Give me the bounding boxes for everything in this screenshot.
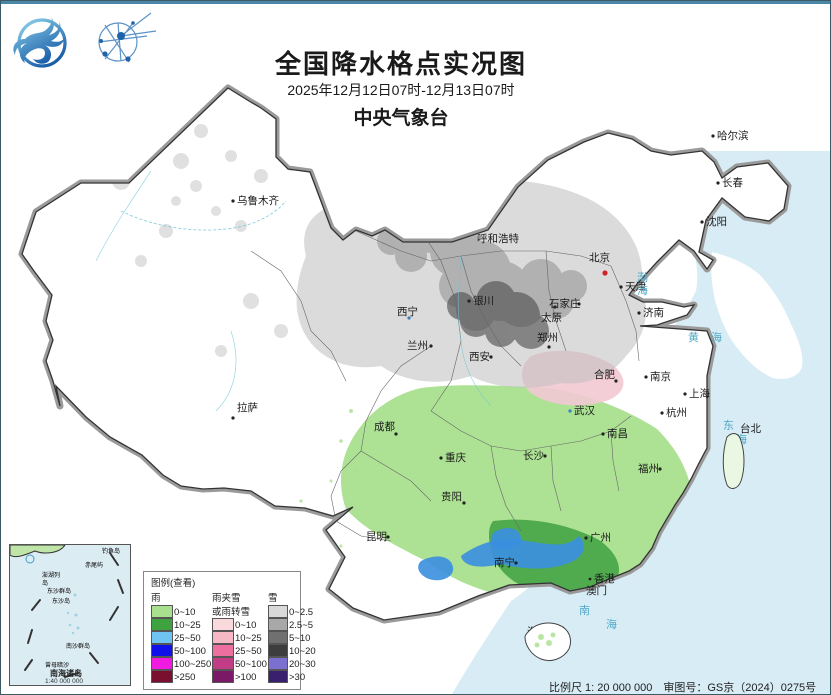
svg-text:太原: 太原 [541, 311, 562, 324]
svg-text:南: 南 [579, 604, 590, 617]
svg-text:石家庄: 石家庄 [549, 297, 581, 310]
svg-text:赤尾屿: 赤尾屿 [85, 561, 103, 569]
svg-text:海: 海 [606, 617, 617, 631]
svg-text:昆明: 昆明 [366, 531, 387, 543]
svg-text:南海诸岛: 南海诸岛 [50, 668, 82, 678]
svg-text:海: 海 [637, 283, 648, 297]
svg-text:曾母暗沙: 曾母暗沙 [45, 661, 69, 669]
svg-text:呼和浩特: 呼和浩特 [477, 233, 519, 245]
svg-text:钓鱼岛: 钓鱼岛 [102, 547, 120, 555]
svg-text:福州: 福州 [638, 462, 659, 475]
svg-text:1:40 000 000: 1:40 000 000 [45, 678, 83, 685]
svg-text:重庆: 重庆 [445, 451, 466, 464]
svg-text:渤: 渤 [637, 271, 648, 284]
svg-text:澳门: 澳门 [586, 584, 607, 597]
svg-text:香港: 香港 [594, 573, 615, 585]
svg-text:郑州: 郑州 [537, 331, 558, 344]
svg-text:成都: 成都 [374, 421, 395, 433]
svg-text:西宁: 西宁 [397, 305, 418, 318]
svg-text:岛: 岛 [42, 579, 48, 587]
svg-text:兰州: 兰州 [407, 339, 428, 352]
svg-text:银川: 银川 [473, 294, 494, 307]
svg-text:拉萨: 拉萨 [237, 401, 258, 414]
svg-text:黄: 黄 [688, 330, 699, 344]
svg-text:南沙群岛: 南沙群岛 [66, 642, 90, 650]
svg-text:哈尔滨: 哈尔滨 [717, 129, 749, 142]
svg-text:长沙: 长沙 [523, 450, 544, 462]
svg-text:上海: 上海 [689, 387, 710, 400]
svg-text:沈阳: 沈阳 [706, 215, 727, 228]
svg-text:济南: 济南 [643, 306, 664, 319]
svg-text:乌鲁木齐: 乌鲁木齐 [237, 194, 279, 207]
svg-text:长春: 长春 [722, 177, 743, 189]
svg-text:武汉: 武汉 [574, 404, 595, 417]
svg-text:东沙群岛: 东沙群岛 [47, 587, 71, 595]
svg-text:海: 海 [711, 330, 722, 344]
svg-text:杭州: 杭州 [666, 406, 687, 419]
svg-text:南京: 南京 [650, 370, 671, 383]
svg-text:广州: 广州 [590, 532, 611, 544]
svg-text:西安: 西安 [469, 350, 490, 363]
svg-text:澎湖列: 澎湖列 [42, 571, 60, 579]
svg-text:南宁: 南宁 [494, 556, 515, 569]
svg-text:东沙岛: 东沙岛 [52, 597, 70, 605]
svg-text:合肥: 合肥 [594, 368, 615, 381]
svg-text:南昌: 南昌 [607, 427, 628, 440]
svg-text:北京: 北京 [589, 251, 610, 264]
svg-text:东: 东 [723, 419, 734, 432]
svg-text:贵阳: 贵阳 [441, 490, 462, 503]
